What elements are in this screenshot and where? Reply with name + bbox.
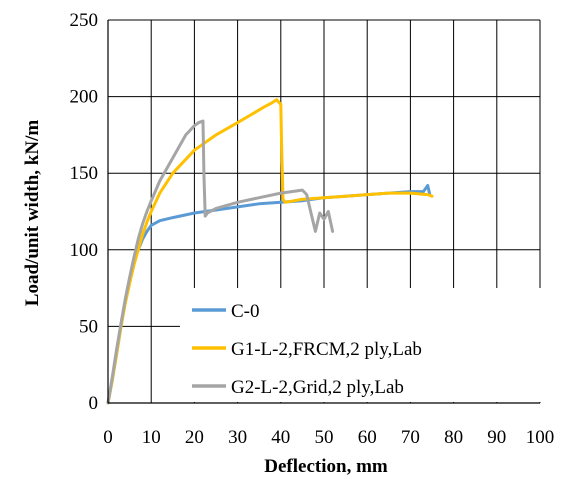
y-tick-label: 100 [70,240,99,261]
tick-labels: 0 10 20 30 40 50 60 70 80 90 100 0 50 100 150 200 250 [70,10,555,448]
x-tick-label: 50 [315,427,334,448]
x-axis-title: Deflection, mm [264,456,388,477]
x-tick-label: 10 [142,427,161,448]
series-layer [106,98,434,405]
x-tick-label: 80 [444,427,463,448]
legend-label-g1: G1-L-2,FRCM,2 ply,Lab [231,339,422,360]
plot-axes [107,20,540,404]
y-tick-label: 150 [70,163,99,184]
y-tick-label: 200 [70,87,99,108]
x-tick-label: 20 [185,427,204,448]
legend-label-g2: G2-L-2,Grid,2 ply,Lab [231,377,404,398]
x-tick-label: 100 [526,427,555,448]
legend: C-0 G1-L-2,FRCM,2 ply,Lab G2-L-2,Grid,2 … [180,288,554,402]
series-line-2 [106,119,335,405]
x-tick-label: 90 [487,427,506,448]
y-tick-label: 250 [70,10,99,31]
x-tick-label: 70 [401,427,420,448]
y-tick-label: 0 [89,393,99,414]
legend-box [180,288,554,402]
x-tick-label: 30 [228,427,247,448]
x-tick-label: 0 [103,427,113,448]
x-tick-label: 60 [358,427,377,448]
x-tick-label: 40 [271,427,290,448]
legend-label-c-0: C-0 [231,301,260,322]
y-tick-label: 50 [79,316,98,337]
y-axis-title: Load/unit width, kN/m [22,120,43,307]
